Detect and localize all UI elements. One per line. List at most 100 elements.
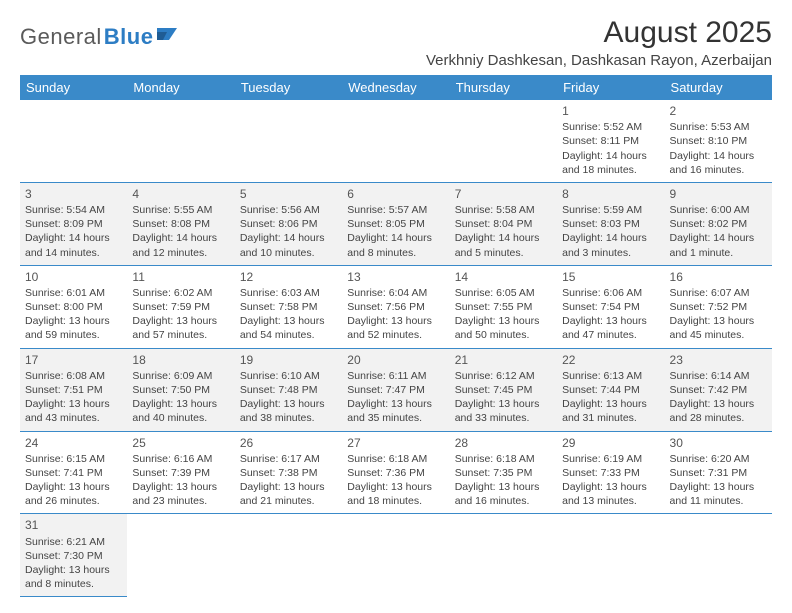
calendar-day-cell: 4Sunrise: 5:55 AMSunset: 8:08 PMDaylight… [127, 182, 234, 265]
sunrise-text: Sunrise: 6:21 AM [25, 535, 122, 549]
daylight-text: Daylight: 13 hours [132, 397, 229, 411]
sunset-text: Sunset: 7:58 PM [240, 300, 337, 314]
day-number: 7 [455, 186, 552, 202]
sunset-text: Sunset: 7:47 PM [347, 383, 444, 397]
sunset-text: Sunset: 8:05 PM [347, 217, 444, 231]
calendar-day-cell: 10Sunrise: 6:01 AMSunset: 8:00 PMDayligh… [20, 265, 127, 348]
daylight-text: Daylight: 13 hours [25, 480, 122, 494]
sunrise-text: Sunrise: 5:52 AM [562, 120, 659, 134]
calendar-day-cell: 19Sunrise: 6:10 AMSunset: 7:48 PMDayligh… [235, 348, 342, 431]
sunrise-text: Sunrise: 5:55 AM [132, 203, 229, 217]
sunrise-text: Sunrise: 6:15 AM [25, 452, 122, 466]
sunrise-text: Sunrise: 6:06 AM [562, 286, 659, 300]
daylight-text: and 16 minutes. [455, 494, 552, 508]
daylight-text: Daylight: 13 hours [455, 314, 552, 328]
daylight-text: Daylight: 13 hours [670, 397, 767, 411]
day-header: Wednesday [342, 75, 449, 100]
calendar-day-cell: 11Sunrise: 6:02 AMSunset: 7:59 PMDayligh… [127, 265, 234, 348]
sunset-text: Sunset: 8:09 PM [25, 217, 122, 231]
sunset-text: Sunset: 8:08 PM [132, 217, 229, 231]
day-number: 15 [562, 269, 659, 285]
calendar-page: GeneralBlue August 2025 Verkhniy Dashkes… [0, 0, 792, 613]
sunrise-text: Sunrise: 5:54 AM [25, 203, 122, 217]
sunrise-text: Sunrise: 6:16 AM [132, 452, 229, 466]
calendar-day-cell [342, 514, 449, 597]
daylight-text: and 18 minutes. [347, 494, 444, 508]
day-number: 31 [25, 517, 122, 533]
calendar-day-cell: 3Sunrise: 5:54 AMSunset: 8:09 PMDaylight… [20, 182, 127, 265]
day-number: 12 [240, 269, 337, 285]
sunset-text: Sunset: 7:55 PM [455, 300, 552, 314]
daylight-text: Daylight: 13 hours [132, 480, 229, 494]
day-number: 10 [25, 269, 122, 285]
calendar-day-cell: 30Sunrise: 6:20 AMSunset: 7:31 PMDayligh… [665, 431, 772, 514]
sunset-text: Sunset: 7:52 PM [670, 300, 767, 314]
sunrise-text: Sunrise: 5:57 AM [347, 203, 444, 217]
daylight-text: and 18 minutes. [562, 163, 659, 177]
calendar-day-cell: 23Sunrise: 6:14 AMSunset: 7:42 PMDayligh… [665, 348, 772, 431]
daylight-text: and 10 minutes. [240, 246, 337, 260]
sunrise-text: Sunrise: 6:12 AM [455, 369, 552, 383]
daylight-text: and 12 minutes. [132, 246, 229, 260]
sunset-text: Sunset: 7:35 PM [455, 466, 552, 480]
calendar-day-cell: 25Sunrise: 6:16 AMSunset: 7:39 PMDayligh… [127, 431, 234, 514]
daylight-text: and 8 minutes. [25, 577, 122, 591]
sunset-text: Sunset: 7:50 PM [132, 383, 229, 397]
calendar-day-cell: 16Sunrise: 6:07 AMSunset: 7:52 PMDayligh… [665, 265, 772, 348]
calendar-day-cell: 12Sunrise: 6:03 AMSunset: 7:58 PMDayligh… [235, 265, 342, 348]
daylight-text: and 50 minutes. [455, 328, 552, 342]
sunset-text: Sunset: 7:48 PM [240, 383, 337, 397]
calendar-day-cell [450, 514, 557, 597]
daylight-text: and 5 minutes. [455, 246, 552, 260]
day-number: 30 [670, 435, 767, 451]
day-number: 23 [670, 352, 767, 368]
sunrise-text: Sunrise: 6:09 AM [132, 369, 229, 383]
sunrise-text: Sunrise: 6:10 AM [240, 369, 337, 383]
daylight-text: Daylight: 13 hours [25, 563, 122, 577]
calendar-week-row: 10Sunrise: 6:01 AMSunset: 8:00 PMDayligh… [20, 265, 772, 348]
day-number: 29 [562, 435, 659, 451]
day-number: 14 [455, 269, 552, 285]
sunset-text: Sunset: 8:00 PM [25, 300, 122, 314]
sunset-text: Sunset: 7:45 PM [455, 383, 552, 397]
daylight-text: and 21 minutes. [240, 494, 337, 508]
day-number: 21 [455, 352, 552, 368]
sunset-text: Sunset: 8:04 PM [455, 217, 552, 231]
daylight-text: and 52 minutes. [347, 328, 444, 342]
day-header: Tuesday [235, 75, 342, 100]
calendar-day-cell: 13Sunrise: 6:04 AMSunset: 7:56 PMDayligh… [342, 265, 449, 348]
calendar-day-cell: 29Sunrise: 6:19 AMSunset: 7:33 PMDayligh… [557, 431, 664, 514]
day-number: 2 [670, 103, 767, 119]
logo-text-general: General [20, 24, 102, 50]
daylight-text: Daylight: 14 hours [25, 231, 122, 245]
calendar-day-cell: 28Sunrise: 6:18 AMSunset: 7:35 PMDayligh… [450, 431, 557, 514]
logo-flag-icon [157, 26, 179, 42]
daylight-text: and 16 minutes. [670, 163, 767, 177]
daylight-text: and 28 minutes. [670, 411, 767, 425]
calendar-day-cell: 17Sunrise: 6:08 AMSunset: 7:51 PMDayligh… [20, 348, 127, 431]
calendar-day-cell: 31Sunrise: 6:21 AMSunset: 7:30 PMDayligh… [20, 514, 127, 597]
daylight-text: Daylight: 13 hours [562, 480, 659, 494]
daylight-text: and 8 minutes. [347, 246, 444, 260]
day-number: 8 [562, 186, 659, 202]
day-number: 19 [240, 352, 337, 368]
sunrise-text: Sunrise: 6:18 AM [455, 452, 552, 466]
daylight-text: and 3 minutes. [562, 246, 659, 260]
daylight-text: and 26 minutes. [25, 494, 122, 508]
daylight-text: and 45 minutes. [670, 328, 767, 342]
sunrise-text: Sunrise: 6:11 AM [347, 369, 444, 383]
calendar-day-cell: 15Sunrise: 6:06 AMSunset: 7:54 PMDayligh… [557, 265, 664, 348]
daylight-text: Daylight: 13 hours [25, 397, 122, 411]
day-number: 24 [25, 435, 122, 451]
sunset-text: Sunset: 7:54 PM [562, 300, 659, 314]
daylight-text: Daylight: 13 hours [240, 397, 337, 411]
daylight-text: Daylight: 13 hours [562, 314, 659, 328]
day-number: 16 [670, 269, 767, 285]
page-subtitle: Verkhniy Dashkesan, Dashkasan Rayon, Aze… [426, 52, 772, 69]
calendar-day-cell: 24Sunrise: 6:15 AMSunset: 7:41 PMDayligh… [20, 431, 127, 514]
sunset-text: Sunset: 8:11 PM [562, 134, 659, 148]
sunrise-text: Sunrise: 5:59 AM [562, 203, 659, 217]
sunset-text: Sunset: 7:44 PM [562, 383, 659, 397]
daylight-text: Daylight: 13 hours [347, 397, 444, 411]
sunrise-text: Sunrise: 6:20 AM [670, 452, 767, 466]
